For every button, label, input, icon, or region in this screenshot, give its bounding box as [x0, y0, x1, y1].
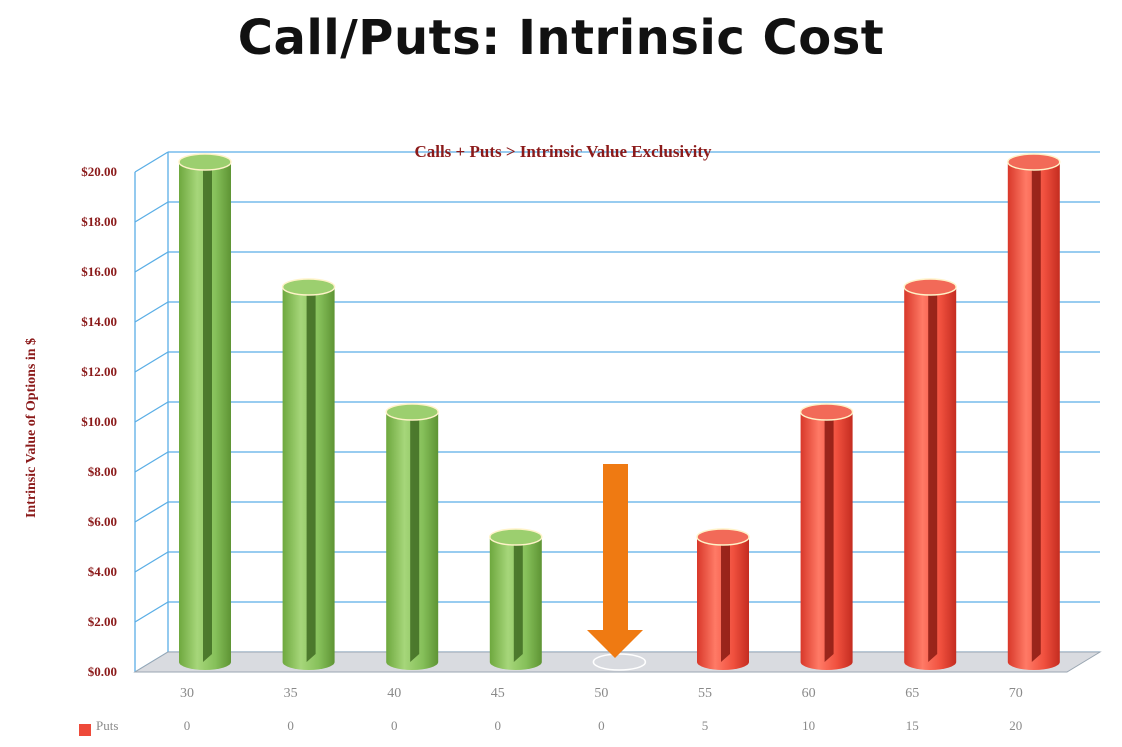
gridline-side: [134, 151, 169, 173]
put-bar: [903, 278, 957, 670]
legend-key-puts: [79, 724, 91, 736]
data-table-value: 10: [802, 718, 815, 733]
gridline-side: [134, 451, 169, 473]
bar-top: [903, 278, 957, 296]
gridline-side: [134, 251, 169, 273]
y-tick-label: $16.00: [81, 264, 117, 279]
bar-top: [489, 528, 543, 546]
gridline-side: [134, 351, 169, 373]
call-bar: [385, 403, 439, 670]
x-tick-label: 30: [180, 686, 194, 701]
down-arrow: [587, 464, 643, 658]
gridline-side: [134, 201, 169, 223]
y-tick-label: $14.00: [81, 314, 117, 329]
y-tick-label: $2.00: [88, 614, 117, 629]
y-tick-label: $18.00: [81, 214, 117, 229]
x-tick-label: 45: [491, 686, 505, 701]
bar-inner-shadow: [306, 283, 316, 662]
x-tick-label: 60: [802, 686, 816, 701]
data-table-value: 0: [184, 718, 191, 733]
chart-floor-plane: [133, 651, 1102, 673]
bar-inner-shadow: [721, 533, 730, 662]
put-bar: [696, 528, 750, 670]
data-table-value: 20: [1009, 718, 1022, 733]
x-tick-label: 70: [1009, 686, 1023, 701]
chart-floor: [133, 651, 1102, 673]
bar-inner-shadow: [928, 283, 938, 662]
x-tick-label: 40: [387, 686, 401, 701]
text-layer: $0.00 $2.00 $4.00 $6.00 $8.00 $10.00 $12.00 $14…: [24, 142, 1023, 736]
bar-inner-shadow: [203, 158, 212, 662]
call-bar: [592, 653, 647, 671]
gridline-side: [134, 501, 169, 523]
y-axis-label: Intrinsic Value of Options in $: [24, 338, 39, 518]
data-table-value: 5: [702, 718, 709, 733]
put-bar: [799, 403, 854, 670]
data-table-value: 0: [391, 718, 398, 733]
bar-top: [385, 403, 439, 421]
call-bar: [281, 278, 336, 670]
y-tick-label: $12.00: [81, 364, 117, 379]
data-table-value: 0: [495, 718, 502, 733]
bar-inner-shadow: [410, 408, 420, 662]
bar-top: [178, 153, 232, 171]
x-tick-label: 65: [905, 686, 919, 701]
x-tick-label: 50: [594, 686, 608, 701]
y-tick-label: $8.00: [88, 464, 117, 479]
put-bar: [1007, 153, 1061, 670]
gridline-side: [134, 301, 169, 323]
gridline-side: [134, 401, 169, 423]
y-tick-label: $10.00: [81, 414, 117, 429]
bar-top: [281, 278, 336, 296]
data-table-value: 0: [287, 718, 294, 733]
bar-inner-shadow: [1031, 158, 1041, 662]
call-bar: [178, 153, 232, 670]
chart-title: Calls + Puts > Intrinsic Value Exclusivi…: [414, 142, 712, 161]
bar-inner-shadow: [513, 533, 523, 662]
y-tick-label: $20.00: [81, 164, 117, 179]
gridline-side: [134, 601, 169, 623]
y-tick-label: $4.00: [88, 564, 117, 579]
y-tick-label: $0.00: [88, 664, 117, 679]
empty-bar-base: [592, 653, 647, 671]
x-tick-label: 55: [698, 686, 712, 701]
data-table-value: 15: [906, 718, 919, 733]
annotation-layer: [587, 464, 643, 658]
y-tick-label: $6.00: [88, 514, 117, 529]
bar-top: [799, 403, 854, 421]
bar-top: [1007, 153, 1061, 171]
call-bar: [489, 528, 543, 670]
gridline-side: [134, 551, 169, 573]
legend-label-puts: Puts: [96, 718, 118, 733]
bar-inner-shadow: [824, 408, 834, 662]
bar-top: [696, 528, 750, 546]
bars-layer: [178, 153, 1061, 671]
x-tick-label: 35: [284, 686, 298, 701]
data-table-value: 0: [598, 718, 605, 733]
slide-title: Call/Puts: Intrinsic Cost: [237, 10, 885, 66]
